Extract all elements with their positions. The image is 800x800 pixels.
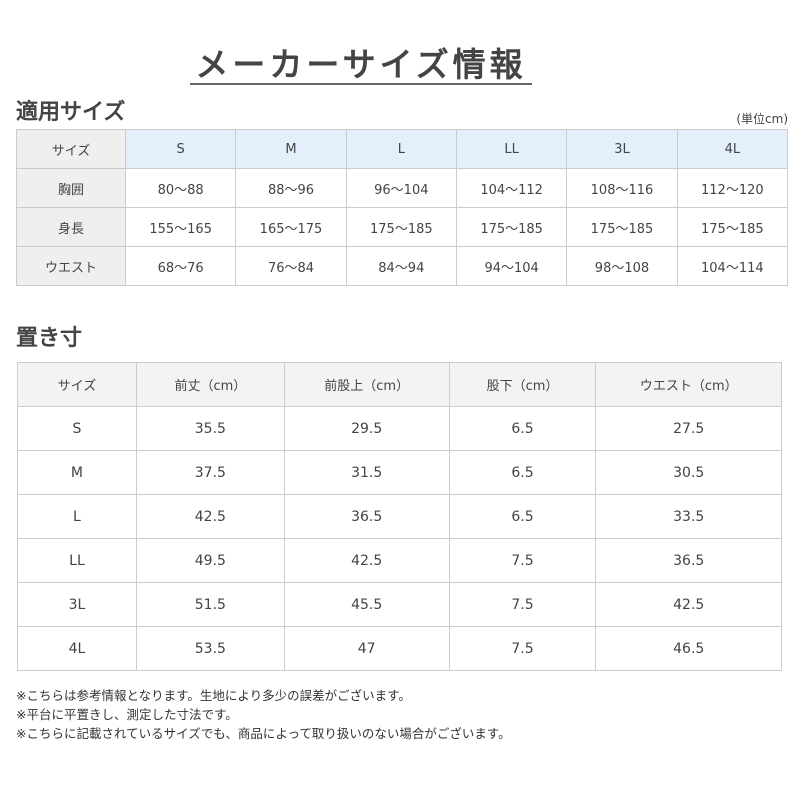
note: ※こちらは参考情報となります。生地により多少の誤差がございます。 (16, 688, 411, 703)
table-cell: 45.5 (283, 582, 450, 627)
table-row: 身長 155〜165 165〜175 175〜185 175〜185 175〜185 175… (16, 207, 789, 247)
table-cell: 42.5 (595, 582, 782, 627)
note: ※こちらに記載されているサイズでも、商品によって取り扱いのない場合がございます。 (16, 726, 511, 741)
table-row: S 35.5 29.5 6.5 27.5 (17, 406, 782, 451)
table-cell: 104〜114 (676, 246, 789, 286)
page-title: メーカーサイズ情報 (195, 45, 527, 84)
table-cell: 36.5 (283, 494, 450, 539)
table-row: 4L 53.5 47 7.5 46.5 (17, 626, 782, 671)
header-row: サイズ 前丈（cm） 前股上（cm） 股下（cm） ウエスト（cm） (17, 362, 782, 407)
table-cell: 33.5 (595, 494, 782, 539)
table-row: L 42.5 36.5 6.5 33.5 (17, 494, 782, 539)
title-underline (190, 83, 532, 85)
table-cell: 104〜112 (455, 168, 568, 208)
table-cell: 96〜104 (345, 168, 457, 208)
table-cell: 155〜165 (124, 207, 237, 247)
table-cell: 身長 (16, 207, 126, 247)
table-cell: 42.5 (283, 538, 450, 583)
table-row: 3L 51.5 45.5 7.5 42.5 (17, 582, 782, 627)
table-cell: 6.5 (448, 406, 597, 451)
note: ※平台に平置きし、測定した寸法です。 (16, 707, 238, 722)
table-cell: 3L (17, 582, 137, 627)
flat-measure-table: サイズ 前丈（cm） 前股上（cm） 股下（cm） ウエスト（cm） S 35.5 29.5 6… (17, 362, 782, 671)
table-cell: 84〜94 (345, 246, 457, 286)
header-cell: 前丈（cm） (135, 362, 285, 407)
table-cell: 6.5 (448, 450, 597, 495)
header-cell: LL (455, 129, 568, 169)
table-row: 胸囲 80〜88 88〜96 96〜104 104〜112 108〜116 112〜120 (16, 168, 789, 208)
header-cell: ウエスト（cm） (595, 362, 782, 407)
table-cell: 80〜88 (124, 168, 237, 208)
table-cell: 165〜175 (235, 207, 347, 247)
table-cell: 6.5 (448, 494, 597, 539)
header-cell: サイズ (16, 129, 126, 169)
header-cell: 3L (566, 129, 678, 169)
table-cell: 112〜120 (676, 168, 789, 208)
table-cell: 175〜185 (566, 207, 678, 247)
table-cell: L (17, 494, 137, 539)
table-cell: 30.5 (595, 450, 782, 495)
table-cell: 108〜116 (566, 168, 678, 208)
table-cell: 31.5 (283, 450, 450, 495)
table-cell: 175〜185 (345, 207, 457, 247)
table-cell: 7.5 (448, 582, 597, 627)
header-cell: L (345, 129, 457, 169)
table-cell: 胸囲 (16, 168, 126, 208)
table-cell: 175〜185 (676, 207, 789, 247)
header-cell: 前股上（cm） (283, 362, 450, 407)
table-row: ウエスト 68〜76 76〜84 84〜94 94〜104 98〜108 104〜114 (16, 246, 789, 286)
table-cell: 47 (283, 626, 450, 671)
table-cell: 88〜96 (235, 168, 347, 208)
table-cell: LL (17, 538, 137, 583)
header-row: サイズ S M L LL 3L 4L (16, 129, 789, 169)
table-cell: 27.5 (595, 406, 782, 451)
table-cell: 42.5 (135, 494, 285, 539)
table-cell: M (17, 450, 137, 495)
table-cell: 36.5 (595, 538, 782, 583)
table-cell: S (17, 406, 137, 451)
flat-measure-heading: 置き寸 (16, 326, 83, 351)
table-cell: 35.5 (135, 406, 285, 451)
header-cell: 股下（cm） (448, 362, 597, 407)
unit-label: (単位cm) (736, 112, 788, 126)
notes: ※こちらは参考情報となります。生地により多少の誤差がございます。 ※平台に平置き… (16, 686, 511, 743)
table-cell: 7.5 (448, 538, 597, 583)
table-row: M 37.5 31.5 6.5 30.5 (17, 450, 782, 495)
table-cell: 37.5 (135, 450, 285, 495)
header-cell: サイズ (17, 362, 137, 407)
table-cell: 49.5 (135, 538, 285, 583)
table-cell: 68〜76 (124, 246, 237, 286)
table-cell: 51.5 (135, 582, 285, 627)
table-cell: 76〜84 (235, 246, 347, 286)
table-cell: 29.5 (283, 406, 450, 451)
table-cell: 7.5 (448, 626, 597, 671)
header-cell: 4L (676, 129, 789, 169)
table-cell: 46.5 (595, 626, 782, 671)
fit-size-table: サイズ S M L LL 3L 4L 胸囲 80〜88 88〜96 96〜104 104〜112 108… (16, 129, 789, 286)
table-cell: 175〜185 (455, 207, 568, 247)
fit-size-heading: 適用サイズ (16, 100, 126, 125)
header-cell: M (235, 129, 347, 169)
table-cell: ウエスト (16, 246, 126, 286)
header-cell: S (124, 129, 237, 169)
table-cell: 94〜104 (455, 246, 568, 286)
table-row: LL 49.5 42.5 7.5 36.5 (17, 538, 782, 583)
table-cell: 4L (17, 626, 137, 671)
table-cell: 98〜108 (566, 246, 678, 286)
table-cell: 53.5 (135, 626, 285, 671)
